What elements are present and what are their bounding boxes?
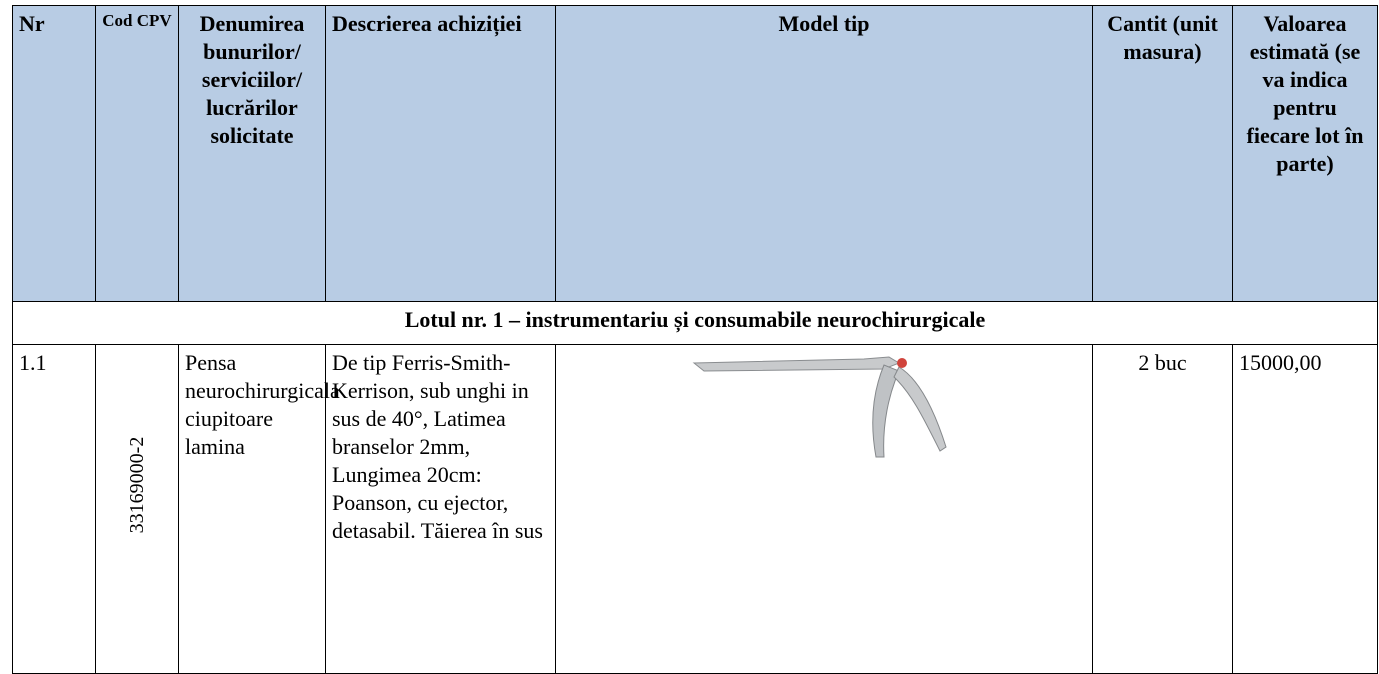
- header-cell: Cod CPV: [95, 5, 179, 302]
- cell-name: Pensa neurochirurgicala ciupitoare lamin…: [178, 344, 340, 674]
- cell-description: De tip Ferris-Smith-Kerrison, sub unghi …: [325, 344, 556, 674]
- header-row: Nr Cod CPV Denumirea bunurilor/ servicii…: [12, 5, 1378, 302]
- cpv-code: 33169000-2: [126, 436, 148, 534]
- cell-cpv: 33169000-2: [95, 344, 179, 674]
- header-cell: Denumirea bunurilor/ serviciilor/ lucrăr…: [178, 5, 326, 302]
- cell-model: [555, 344, 1093, 674]
- header-cell: Valoarea estimată (se va indica pentru f…: [1232, 5, 1378, 302]
- header-cell: Cantit (unit masura): [1092, 5, 1233, 302]
- cell-value: 15000,00: [1232, 344, 1378, 674]
- section-title: Lotul nr. 1 – instrumentariu și consumab…: [12, 301, 1378, 345]
- data-row: 1.1 33169000-2 Pensa neurochirurgicala c…: [12, 344, 1378, 674]
- section-row: Lotul nr. 1 – instrumentariu și consumab…: [12, 301, 1378, 345]
- header-cell: Model tip: [555, 5, 1093, 302]
- instrument-image: [692, 356, 947, 458]
- procurement-table: Nr Cod CPV Denumirea bunurilor/ servicii…: [12, 5, 1378, 674]
- page: Nr Cod CPV Denumirea bunurilor/ servicii…: [12, 5, 1378, 674]
- header-cell: Nr: [12, 5, 96, 302]
- cell-nr: 1.1: [12, 344, 96, 674]
- header-cell: Descrierea achiziției: [325, 5, 556, 302]
- cell-quantity: 2 buc: [1092, 344, 1233, 674]
